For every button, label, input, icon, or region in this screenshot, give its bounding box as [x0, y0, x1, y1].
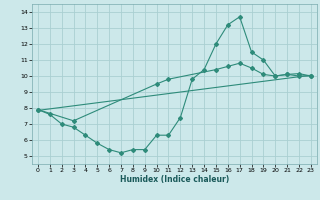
X-axis label: Humidex (Indice chaleur): Humidex (Indice chaleur) [120, 175, 229, 184]
